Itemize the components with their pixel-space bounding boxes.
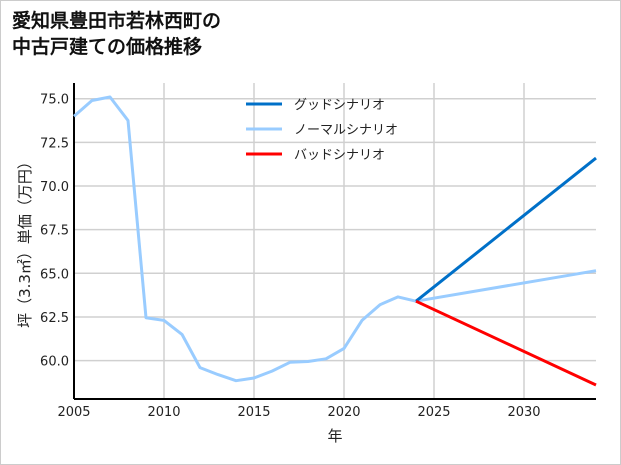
series-line-0 — [415, 156, 597, 303]
series-line-2 — [415, 299, 597, 387]
y-tick-label: 62.5 — [40, 311, 69, 326]
x-tick-label: 2010 — [147, 405, 180, 420]
series-line-1 — [73, 95, 597, 383]
y-axis-label: 坪（3.3㎡）単価（万円） — [16, 154, 34, 328]
legend-label: ノーマルシナリオ — [294, 123, 398, 138]
y-tick-label: 60.0 — [40, 355, 69, 370]
x-tick-label: 2030 — [507, 405, 540, 420]
y-tick-label: 65.0 — [40, 267, 69, 282]
y-tick-label: 67.5 — [40, 224, 69, 239]
legend-label: グッドシナリオ — [294, 98, 385, 113]
x-tick-label: 2020 — [327, 405, 360, 420]
x-tick-label: 2015 — [237, 405, 270, 420]
chart-title: 愛知県豊田市若林西町の 中古戸建ての価格推移 — [12, 8, 221, 60]
chart-title-line-1: 愛知県豊田市若林西町の — [12, 10, 222, 32]
y-tick-label: 70.0 — [40, 180, 69, 195]
x-tick-label: 2025 — [417, 405, 450, 420]
chart-title-line-2: 中古戸建ての価格推移 — [12, 36, 203, 58]
x-tick-label: 2005 — [57, 405, 90, 420]
y-tick-label: 75.0 — [40, 93, 69, 108]
legend-label: バッドシナリオ — [294, 148, 385, 163]
x-axis-label: 年 — [327, 427, 342, 445]
y-tick-label: 72.5 — [40, 136, 69, 151]
